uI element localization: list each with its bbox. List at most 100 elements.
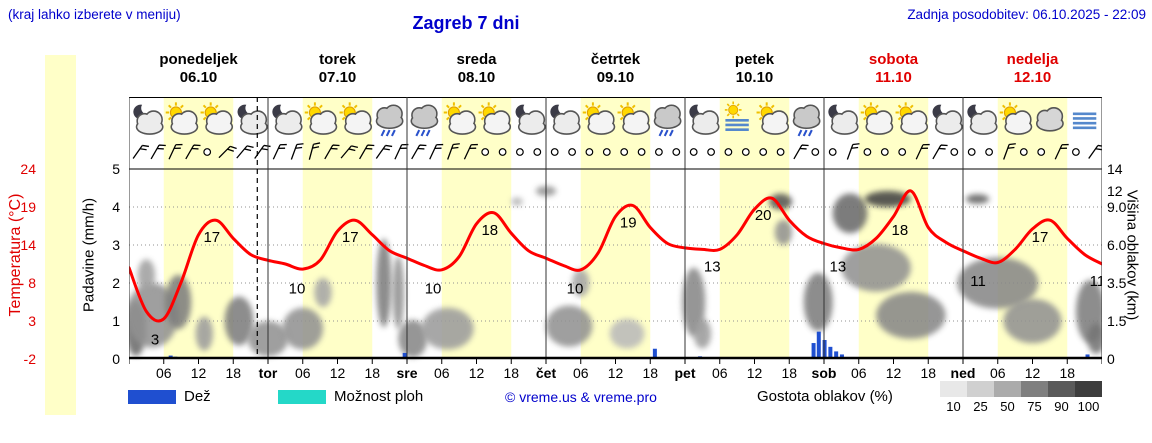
- sun-cloud-icon: [617, 102, 651, 135]
- moon-cloud-icon: [689, 104, 720, 135]
- cloud-blob: [137, 259, 156, 292]
- density-step-label: 50: [1000, 399, 1015, 414]
- x-tick-hour: 18: [503, 365, 520, 381]
- cloud-icon: [1035, 107, 1064, 132]
- wind-calm-icon: [585, 148, 594, 156]
- x-tick-hour: 06: [850, 365, 867, 381]
- sun-cloud-icon: [165, 102, 199, 135]
- x-tick-day: ned: [950, 365, 976, 381]
- wind-calm-icon: [967, 148, 976, 156]
- cloud-blob: [511, 197, 523, 206]
- wind-barb-icon: [375, 144, 393, 159]
- x-tick-hour: 06: [155, 365, 172, 381]
- density-step-label: 10: [946, 399, 961, 414]
- cloud-blob: [774, 219, 793, 245]
- sun-cloud-icon: [756, 102, 790, 135]
- wind-barb-icon: [447, 143, 460, 160]
- precip-bar: [1085, 354, 1090, 359]
- axis-tick: 1.5: [1107, 313, 1127, 329]
- wind-calm-icon: [863, 148, 872, 156]
- axis-tick: 6.0: [1107, 237, 1127, 253]
- precip-bar: [822, 340, 827, 359]
- temp-value-label: 10: [425, 280, 442, 297]
- wind-calm-icon: [516, 148, 524, 156]
- axis-tick: 4: [112, 199, 120, 215]
- wind-barb-icon: [132, 144, 150, 159]
- cloud-layer: [129, 186, 1102, 358]
- x-tick-hour: 12: [1024, 365, 1041, 381]
- copyright-link[interactable]: © vreme.us & vreme.pro: [505, 389, 657, 405]
- sun-cloud-icon: [339, 102, 373, 135]
- cloud-blob: [957, 257, 1039, 309]
- precip-bar: [811, 343, 816, 359]
- page-title: Zagreb 7 dni: [412, 13, 520, 33]
- x-tick-hour: 06: [294, 365, 311, 381]
- day-header: sobota 11.10: [868, 51, 919, 86]
- showers-legend-swatch: [278, 390, 326, 404]
- wind-calm-icon: [481, 148, 490, 156]
- day-header: ponedeljek 06.10: [159, 51, 238, 86]
- wind-calm-icon: [498, 148, 507, 156]
- x-tick-hour: 12: [885, 365, 902, 381]
- density-step-label: 90: [1054, 399, 1069, 414]
- moon-cloud-icon: [515, 104, 546, 135]
- day-header: petek 10.10: [734, 51, 775, 86]
- precip-bar: [834, 351, 839, 359]
- wind-barb-icon: [324, 144, 340, 160]
- x-tick-hour: 12: [190, 365, 207, 381]
- temp-value-label: 18: [481, 222, 498, 239]
- wind-barb-icon: [1003, 143, 1016, 160]
- density-step-label: 75: [1027, 399, 1042, 414]
- axis-tick: 0: [1107, 351, 1115, 367]
- wind-calm-icon: [950, 148, 959, 156]
- wind-calm-icon: [1037, 148, 1046, 156]
- cloud-blob: [376, 238, 392, 328]
- cloud-blob: [803, 272, 833, 332]
- wind-calm-icon: [203, 148, 212, 156]
- wind-barb-icon: [1088, 144, 1102, 159]
- axis-tick: 8: [28, 275, 36, 291]
- sun-cloud-icon: [304, 102, 338, 135]
- wind-barb-icon: [340, 145, 359, 159]
- precip-bar: [839, 354, 844, 359]
- temp-value-label: 20: [755, 207, 772, 224]
- meteogram-chart: 3 17 10 17 10 18 10 19 13 20 13 18 11 17 11: [129, 97, 1102, 364]
- temp-value-label: 17: [1032, 229, 1049, 246]
- precip-bar: [828, 346, 833, 359]
- precip-bar: [816, 331, 821, 359]
- wind-barb-icon: [915, 143, 930, 160]
- wind-calm-icon: [689, 148, 698, 156]
- left-accent-strip: [45, 55, 76, 415]
- x-tick-hour: 12: [607, 365, 624, 381]
- x-tick-hour: 18: [225, 365, 242, 381]
- axis-tick: 2: [112, 275, 120, 291]
- axis-tick: 14: [1107, 161, 1123, 177]
- sun-cloud-icon: [895, 102, 929, 135]
- cloud-blob: [609, 318, 645, 349]
- x-tick-hour: 12: [468, 365, 485, 381]
- cloud-blob: [314, 277, 332, 308]
- wind-barb-icon: [429, 143, 444, 160]
- cloud-blob: [1003, 298, 1062, 344]
- sun-cloud-icon: [860, 102, 894, 135]
- wind-calm-icon: [741, 148, 750, 156]
- density-step: [1021, 381, 1048, 397]
- wind-barb-icon: [185, 144, 201, 160]
- cloud-blob: [572, 269, 590, 297]
- x-tick-day: sre: [396, 365, 418, 381]
- axis-tick: 3: [112, 237, 120, 253]
- wind-calm-icon: [1072, 148, 1080, 156]
- temp-value-label: 3: [151, 331, 159, 348]
- axis-tick: 0: [112, 351, 120, 367]
- wind-barb-icon: [793, 144, 809, 160]
- axis-tick: 3: [28, 313, 36, 329]
- wind-barb-icon: [359, 144, 375, 160]
- temp-value-label: 10: [567, 280, 584, 297]
- x-tick-day: pet: [674, 365, 696, 381]
- density-step: [994, 381, 1021, 397]
- cloud-density-legend-label: Gostota oblakov (%): [757, 388, 893, 405]
- cloud-blob: [224, 296, 254, 346]
- grid: [129, 97, 1102, 322]
- axis-tick: 24: [20, 161, 36, 177]
- moon-cloud-icon: [133, 104, 164, 135]
